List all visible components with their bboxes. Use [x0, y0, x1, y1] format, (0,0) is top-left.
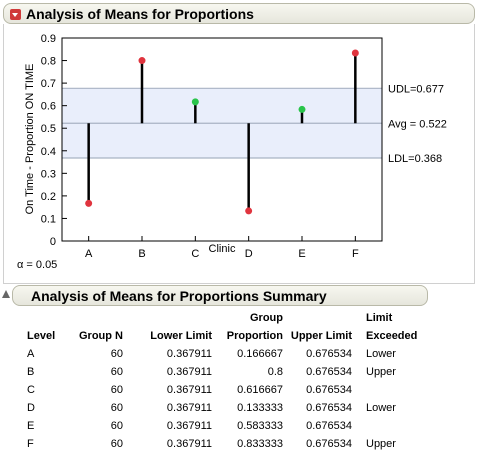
red-triangle-menu-icon[interactable]	[10, 9, 21, 20]
cell-level: C	[27, 384, 35, 396]
cell-upper-limit: 0.676534	[306, 420, 352, 432]
x-tick-label: F	[352, 248, 359, 260]
y-tick-label: 0.7	[41, 78, 56, 90]
y-tick-label: 0.9	[41, 33, 56, 45]
cell-group-proportion: 0.8	[267, 366, 283, 378]
y-tick-label: 0	[50, 236, 56, 248]
cell-level: D	[27, 402, 35, 414]
cell-group-proportion: 0.133333	[237, 402, 283, 414]
cell-group-n: 60	[110, 384, 123, 396]
x-tick-label: E	[298, 248, 305, 260]
cell-group-n: 60	[110, 366, 123, 378]
proportion-point	[245, 207, 253, 215]
cell-group-proportion: 0.616667	[237, 384, 283, 396]
cell-lower-limit: 0.367911	[166, 384, 212, 396]
cell-upper-limit: 0.676534	[306, 438, 352, 450]
y-tick-label: 0.2	[41, 191, 56, 203]
chart-panel	[3, 24, 475, 284]
cell-lower-limit: 0.367911	[166, 348, 212, 360]
cell-group-n: 60	[110, 420, 123, 432]
cell-upper-limit: 0.676534	[306, 402, 352, 414]
cell-upper-limit: 0.676534	[306, 348, 352, 360]
header-group-n: Group N	[79, 330, 123, 342]
cell-upper-limit: 0.676534	[306, 366, 352, 378]
y-tick-label: 0.1	[41, 213, 56, 225]
disclosure-triangle-icon[interactable]	[2, 290, 10, 298]
cell-lower-limit: 0.367911	[166, 402, 212, 414]
y-tick-label: 0.4	[41, 146, 56, 158]
header-upper-limit: Upper Limit	[290, 330, 352, 342]
plot-frame	[61, 37, 383, 242]
outline-title: Analysis of Means for Proportions	[26, 6, 254, 22]
cell-lower-limit: 0.367911	[166, 420, 212, 432]
y-tick-label: 0.6	[41, 101, 56, 113]
header-level: Level	[27, 330, 56, 342]
analysis-outline-header[interactable]: Analysis of Means for Proportions	[3, 3, 475, 24]
y-axis-label: On Time - Proportion ON TIME	[24, 64, 36, 215]
ldl-label: LDL=0.368	[388, 153, 442, 165]
cell-limit-exceeded: Upper	[366, 366, 396, 378]
alpha-label: α = 0.05	[17, 259, 58, 271]
cell-limit-exceeded: Upper	[366, 438, 396, 450]
cell-level: F	[27, 438, 34, 450]
cell-level: E	[27, 420, 35, 432]
x-axis-label: Clinic	[209, 243, 236, 255]
proportion-point	[85, 199, 93, 207]
cell-level: B	[27, 366, 35, 378]
header-group-proportion: Proportion	[226, 330, 283, 342]
cell-group-proportion: 0.166667	[237, 348, 283, 360]
anom-chart: 0 0.1 0.2 0.3 0.4 0.5 0.6 0.7 0.8 0.9 A B C D E F UDL=0.…	[24, 33, 447, 260]
x-tick-label: C	[191, 248, 199, 260]
cell-group-n: 60	[110, 348, 123, 360]
cell-lower-limit: 0.367911	[166, 366, 212, 378]
proportion-point	[138, 57, 146, 65]
cell-limit-exceeded: Lower	[366, 348, 396, 360]
cell-limit-exceeded: Lower	[366, 402, 396, 414]
proportion-point	[191, 98, 199, 106]
cell-group-n: 60	[110, 438, 123, 450]
summary-outline-header[interactable]: Analysis of Means for Proportions Summar…	[12, 285, 428, 306]
avg-label: Avg = 0.522	[388, 118, 447, 130]
proportion-point	[351, 49, 359, 57]
cell-level: A	[27, 348, 35, 360]
cell-group-n: 60	[110, 402, 123, 414]
x-tick-label: B	[138, 248, 145, 260]
x-tick-label: A	[85, 248, 93, 260]
cell-upper-limit: 0.676534	[306, 384, 352, 396]
udl-label: UDL=0.677	[388, 83, 444, 95]
header-limit-exceeded: Exceeded	[366, 330, 418, 342]
y-tick-label: 0.5	[41, 123, 56, 135]
cell-group-proportion: 0.833333	[237, 438, 283, 450]
header-group-proportion-top: Group	[250, 312, 283, 324]
proportion-point	[298, 105, 306, 113]
header-limit-exceeded-top: Limit	[366, 312, 393, 324]
x-tick-label: D	[245, 248, 253, 260]
cell-group-proportion: 0.583333	[237, 420, 283, 432]
header-lower-limit: Lower Limit	[150, 330, 212, 342]
y-tick-label: 0.8	[41, 56, 56, 68]
y-tick-label: 0.3	[41, 168, 56, 180]
cell-lower-limit: 0.367911	[166, 438, 212, 450]
summary-title: Analysis of Means for Proportions Summar…	[31, 288, 327, 304]
